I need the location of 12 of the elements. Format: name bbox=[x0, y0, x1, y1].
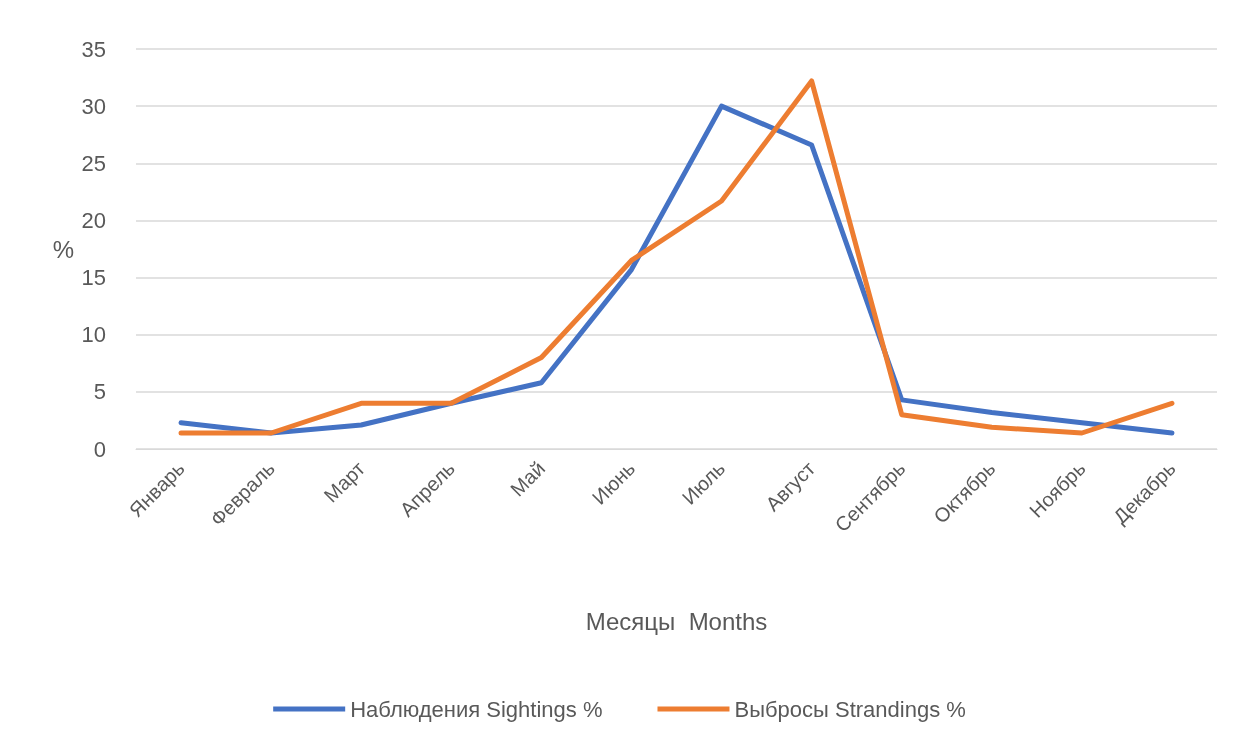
x-axis-title: Месяцы Months bbox=[585, 607, 768, 635]
y-tick-label: 5 bbox=[93, 379, 106, 405]
y-axis-title: % bbox=[52, 235, 74, 263]
y-tick-label: 35 bbox=[81, 36, 106, 62]
y-tick-label: 15 bbox=[81, 265, 106, 291]
y-tick-label: 25 bbox=[81, 150, 106, 176]
legend-label: Наблюдения Sightings % bbox=[350, 696, 603, 722]
y-tick-label: 20 bbox=[81, 207, 106, 233]
y-tick-label: 30 bbox=[81, 93, 106, 119]
y-tick-label: 10 bbox=[81, 322, 106, 348]
y-tick-label: 0 bbox=[93, 436, 106, 462]
legend-label: Выбросы Strandings % bbox=[734, 696, 966, 722]
